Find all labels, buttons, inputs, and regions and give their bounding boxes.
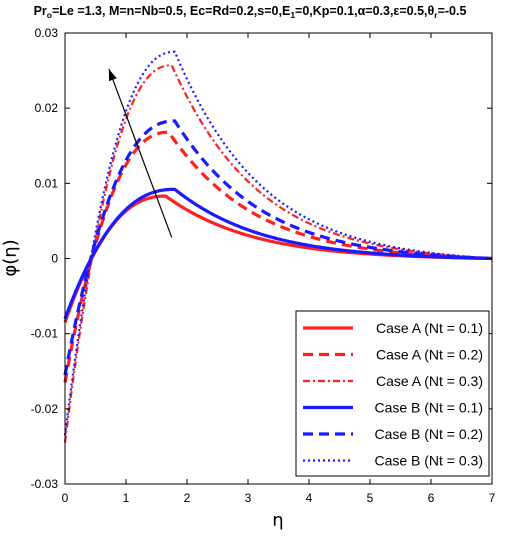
x-axis: 0 1 2 3 4 5 6 7 xyxy=(62,33,496,505)
series-line-3 xyxy=(63,64,493,443)
y-tick-label: 0.02 xyxy=(35,101,59,115)
annotation-arrow xyxy=(108,68,173,238)
header-part: =-0.5 xyxy=(438,4,467,18)
y-tick-label: 0 xyxy=(51,252,58,266)
chart-header: Pro=Le =1.3, M=n=Nb=0.5, Ec=Rd=0.2,s=0,E… xyxy=(34,4,467,20)
series-line-6 xyxy=(63,50,493,436)
header-part-sub: r xyxy=(434,10,438,20)
y-tick-label: 0.01 xyxy=(35,176,59,190)
x-axis-title: η xyxy=(272,510,283,531)
arrow-shaft xyxy=(108,68,173,238)
legend-label-4: Case B (Nt = 0.1) xyxy=(374,400,483,416)
legend-label-1: Case A (Nt = 0.1) xyxy=(376,320,483,336)
legend-label-3: Case A (Nt = 0.3) xyxy=(376,373,483,389)
x-tick-label: 1 xyxy=(123,491,130,505)
series-line-2 xyxy=(63,130,493,383)
series-line-1 xyxy=(63,194,493,323)
y-tick-label: -0.03 xyxy=(31,477,59,491)
legend-label-5: Case B (Nt = 0.2) xyxy=(374,426,483,442)
y-tick-label: -0.01 xyxy=(31,327,59,341)
header-part-sub: 1 xyxy=(290,10,295,20)
y-axis-title: φ(η) xyxy=(0,239,21,276)
series-line-4 xyxy=(63,187,493,320)
legend-box xyxy=(295,310,490,477)
header-part-sub: o xyxy=(47,10,52,20)
header-part: =0,Kp=0.1,α=0.3,ε=0.5,θ xyxy=(295,4,434,18)
x-tick-label: 4 xyxy=(306,491,313,505)
arrow-head xyxy=(108,69,117,82)
series-line-5 xyxy=(63,119,493,376)
legend: Case A (Nt = 0.1) Case A (Nt = 0.2) Case A… xyxy=(295,310,490,477)
plot-lines xyxy=(63,50,493,443)
header-part: =Le =1.3, M=n=Nb=0.5, Ec=Rd=0.2,s=0,E xyxy=(52,4,290,18)
x-tick-label: 5 xyxy=(367,491,374,505)
x-tick-label: 6 xyxy=(428,491,435,505)
header-part: Pr xyxy=(34,4,47,18)
legend-label-6: Case B (Nt = 0.3) xyxy=(374,453,483,469)
y-tick-label: -0.02 xyxy=(31,402,59,416)
legend-label-2: Case A (Nt = 0.2) xyxy=(376,347,483,363)
x-tick-label: 3 xyxy=(245,491,252,505)
y-axis: -0.03 -0.02 -0.01 0 0.01 0.02 0.03 xyxy=(31,26,492,491)
x-tick-label: 0 xyxy=(62,491,69,505)
x-tick-label: 2 xyxy=(184,491,191,505)
y-tick-label: 0.03 xyxy=(35,26,59,40)
x-tick-label: 7 xyxy=(489,491,496,505)
